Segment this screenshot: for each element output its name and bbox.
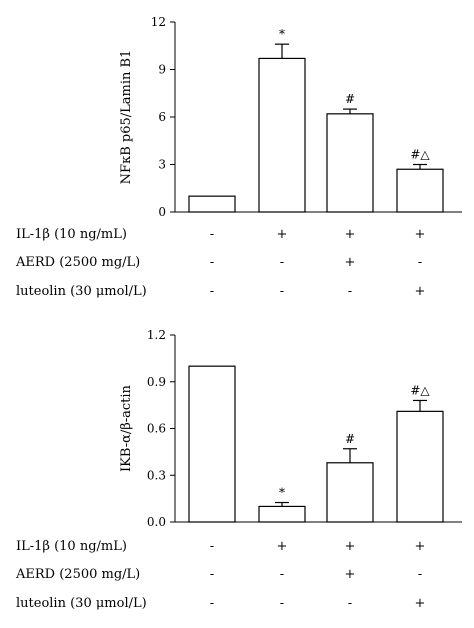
condition-mark: -	[280, 255, 284, 270]
y-tick-label: 9	[158, 63, 166, 77]
y-tick-label: 1.2	[147, 328, 166, 342]
significance-marker: #	[345, 92, 355, 106]
condition-mark: -	[210, 255, 214, 270]
condition-label: AERD (2500 mg/L)	[15, 567, 140, 582]
condition-mark: -	[210, 596, 214, 611]
bar	[326, 113, 374, 213]
y-tick-label: 0.0	[147, 515, 166, 529]
bar	[396, 168, 444, 213]
condition-mark: +	[345, 255, 356, 270]
condition-label: luteolin (30 μmol/L)	[16, 284, 147, 299]
y-tick-label: 0.3	[147, 468, 166, 482]
condition-mark: -	[210, 567, 214, 582]
y-tick-label: 0.9	[147, 375, 166, 389]
condition-mark: +	[345, 539, 356, 554]
significance-marker: #	[345, 432, 355, 446]
condition-label: AERD (2500 mg/L)	[15, 255, 140, 270]
condition-mark: -	[418, 255, 422, 270]
significance-marker: *	[279, 27, 285, 41]
significance-marker: #△	[410, 148, 430, 162]
condition-mark: -	[280, 596, 284, 611]
condition-mark: -	[348, 284, 352, 299]
condition-mark: -	[280, 567, 284, 582]
condition-mark: -	[280, 284, 284, 299]
bar	[188, 365, 236, 523]
condition-mark: +	[277, 539, 288, 554]
condition-mark: +	[277, 227, 288, 242]
y-tick-label: 3	[158, 158, 166, 172]
bar	[396, 410, 444, 523]
bar	[258, 57, 306, 213]
y-axis-label: IKB-α/β-actin	[119, 384, 134, 472]
bar	[326, 462, 374, 523]
chart-2: 0.0 0.3 0.6 0.9 1.2 IKB-α/β-actin * # #△ IL-1β (1…	[15, 328, 462, 611]
y-axis-label: NFκB p65/Lamin B1	[119, 50, 134, 185]
bar	[188, 195, 236, 213]
condition-mark: +	[345, 567, 356, 582]
condition-mark: -	[418, 567, 422, 582]
condition-mark: +	[415, 539, 426, 554]
y-tick-label: 12	[151, 15, 166, 29]
condition-mark: +	[415, 284, 426, 299]
y-tick-label: 0.6	[147, 422, 166, 436]
condition-mark: -	[210, 539, 214, 554]
bar	[258, 505, 306, 523]
condition-mark: +	[415, 596, 426, 611]
chart-1: 0 3 6 9 12 NFκB p65/Lamin B1 * # #△ IL-1β (10 ng/…	[15, 15, 462, 299]
y-tick-label: 6	[158, 110, 166, 124]
condition-mark: -	[348, 596, 352, 611]
significance-marker: #△	[410, 383, 430, 397]
condition-label: luteolin (30 μmol/L)	[16, 596, 147, 611]
condition-mark: +	[415, 227, 426, 242]
condition-mark: -	[210, 284, 214, 299]
condition-mark: -	[210, 227, 214, 242]
condition-label: IL-1β (10 ng/mL)	[16, 227, 127, 242]
condition-mark: +	[345, 227, 356, 242]
condition-label: IL-1β (10 ng/mL)	[16, 539, 127, 554]
significance-marker: *	[279, 486, 285, 500]
y-tick-label: 0	[158, 205, 166, 219]
